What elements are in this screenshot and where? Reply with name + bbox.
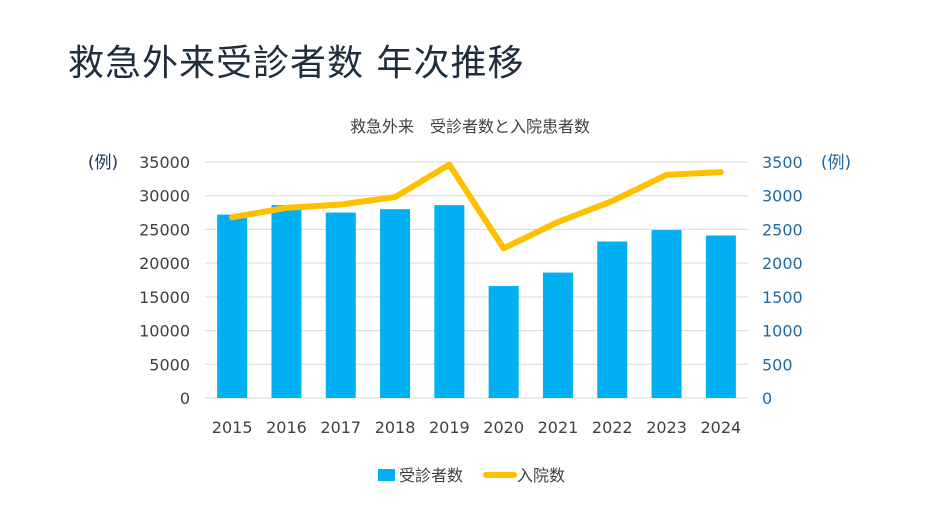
legend-label-line: 入院数 — [517, 466, 565, 485]
right-tick-label: 500 — [762, 355, 793, 374]
legend: 受診者数 入院数 — [378, 466, 565, 485]
left-tick-label: 20000 — [139, 254, 190, 273]
chart-title: 救急外来 受診者数と入院患者数 — [350, 117, 590, 136]
left-tick-label: 25000 — [139, 220, 190, 239]
x-tick-label: 2019 — [429, 418, 470, 437]
right-axis-ticks: 0 500 1000 1500 2000 2500 3000 3500 — [762, 153, 803, 408]
left-tick-label: 35000 — [139, 153, 190, 172]
legend-label-bar: 受診者数 — [399, 466, 463, 485]
bar — [271, 205, 302, 398]
line-path — [229, 161, 724, 252]
right-tick-label: 3500 — [762, 153, 803, 172]
x-tick-label: 2023 — [646, 418, 687, 437]
right-tick-label: 1000 — [762, 322, 803, 341]
x-axis-ticks: 2015 2016 2017 2018 2019 2020 2021 2022 2023 2024 — [212, 418, 741, 437]
right-tick-label: 2500 — [762, 220, 803, 239]
bar — [542, 272, 573, 398]
x-tick-label: 2017 — [320, 418, 361, 437]
bar — [488, 286, 519, 398]
left-tick-label: 0 — [180, 389, 190, 408]
x-tick-label: 2021 — [538, 418, 579, 437]
bar — [705, 235, 736, 398]
left-tick-label: 10000 — [139, 322, 190, 341]
x-tick-label: 2020 — [483, 418, 524, 437]
x-tick-label: 2024 — [700, 418, 741, 437]
bar — [597, 241, 628, 398]
right-tick-label: 3000 — [762, 187, 803, 206]
x-tick-label: 2022 — [592, 418, 633, 437]
bar-series — [217, 205, 736, 398]
bar — [217, 214, 248, 398]
left-axis-unit: (例) — [88, 153, 118, 173]
right-axis-unit: (例) — [821, 153, 851, 173]
right-tick-label: 1500 — [762, 288, 803, 307]
bar — [325, 212, 356, 398]
left-tick-label: 30000 — [139, 187, 190, 206]
x-tick-label: 2018 — [375, 418, 416, 437]
bar — [651, 230, 682, 398]
right-tick-label: 2000 — [762, 254, 803, 273]
left-axis-ticks: 0 5000 10000 15000 20000 25000 30000 35000 — [139, 153, 190, 408]
right-tick-label: 0 — [762, 389, 772, 408]
x-tick-label: 2015 — [212, 418, 253, 437]
x-tick-label: 2016 — [266, 418, 307, 437]
legend-swatch-bar — [378, 469, 395, 481]
slide-title: 救急外来受診者数 年次推移 — [68, 43, 525, 84]
left-tick-label: 15000 — [139, 288, 190, 307]
left-tick-label: 5000 — [149, 355, 190, 374]
line-series — [229, 161, 724, 252]
bar — [380, 209, 411, 398]
bar — [434, 205, 465, 398]
